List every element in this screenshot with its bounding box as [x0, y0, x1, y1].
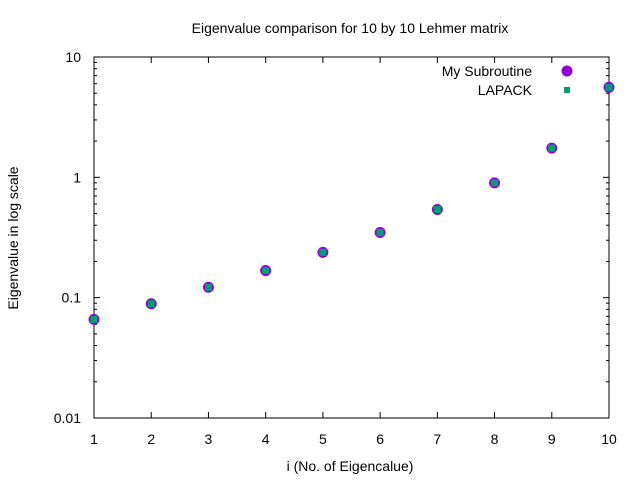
- legend-marker-lapack: [564, 87, 570, 93]
- x-axis-label: i (No. of Eigencalue): [287, 458, 414, 474]
- point-lapack: [262, 267, 270, 275]
- plot-border: [93, 56, 610, 419]
- legend-label-my-subroutine: My Subroutine: [442, 63, 532, 79]
- point-lapack: [548, 144, 556, 152]
- y-tick-label: 0.1: [62, 290, 82, 306]
- legend: My Subroutine LAPACK: [442, 63, 573, 98]
- y-tick-label: 10: [65, 49, 81, 65]
- x-tick-label: 1: [90, 431, 98, 447]
- point-lapack: [376, 228, 384, 236]
- x-tick-label: 5: [319, 431, 327, 447]
- legend-marker-my-subroutine: [561, 65, 573, 77]
- point-lapack: [605, 83, 613, 91]
- point-lapack: [90, 315, 98, 323]
- point-lapack: [147, 300, 155, 308]
- x-tick-label: 10: [601, 431, 617, 447]
- x-axis-ticks: 1 2 3 4 5 6 7 8 9 10: [90, 57, 617, 447]
- x-tick-label: 6: [376, 431, 384, 447]
- point-lapack: [491, 179, 499, 187]
- point-lapack: [319, 248, 327, 256]
- point-lapack: [433, 206, 441, 214]
- x-tick-label: 4: [262, 431, 270, 447]
- x-tick-label: 8: [491, 431, 499, 447]
- point-lapack: [204, 283, 212, 291]
- y-tick-label: 1: [73, 169, 81, 185]
- x-tick-label: 3: [205, 431, 213, 447]
- data-points: [88, 81, 615, 325]
- x-tick-label: 9: [548, 431, 556, 447]
- x-tick-label: 2: [147, 431, 155, 447]
- y-tick-label: 0.01: [54, 410, 81, 426]
- legend-label-lapack: LAPACK: [478, 82, 533, 98]
- x-tick-label: 7: [433, 431, 441, 447]
- chart-title: Eigenvalue comparison for 10 by 10 Lehme…: [192, 20, 509, 36]
- y-axis-ticks: 0.01 0.1 1 10: [54, 49, 609, 426]
- y-axis-label: Eigenvalue in log scale: [5, 166, 21, 309]
